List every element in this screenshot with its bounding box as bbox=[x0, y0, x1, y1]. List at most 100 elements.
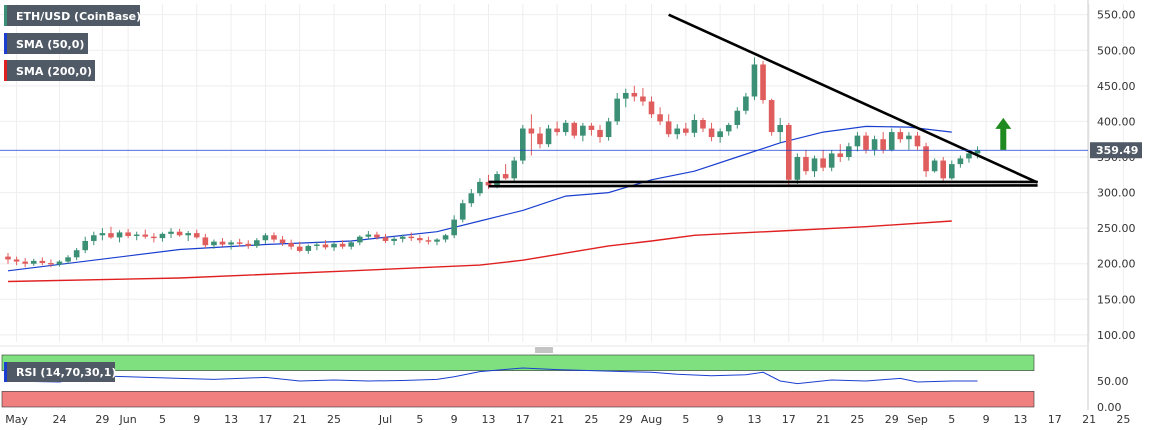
x-tick-label: May bbox=[5, 413, 28, 426]
candle bbox=[168, 228, 174, 239]
candle-body bbox=[382, 237, 389, 241]
candle-body bbox=[296, 246, 303, 251]
candle-body bbox=[554, 128, 560, 133]
candle-body bbox=[665, 121, 672, 135]
candle-body bbox=[442, 235, 449, 240]
candle bbox=[691, 114, 698, 138]
legend-sma50-label: SMA (50,0) bbox=[16, 38, 84, 51]
candle bbox=[176, 228, 183, 237]
candle bbox=[133, 231, 140, 241]
candle-body bbox=[322, 244, 329, 248]
candle-body bbox=[73, 250, 80, 258]
candle bbox=[502, 164, 509, 180]
candle-body bbox=[923, 146, 929, 172]
x-axis: May 24 29 Jun 5 9 13 17 21 25 Jul 5 9 13 17 21 25 29 Aug 5 9… bbox=[5, 413, 1130, 426]
candle bbox=[605, 117, 612, 141]
candle bbox=[648, 96, 655, 118]
candle bbox=[871, 135, 878, 156]
legend-sma200-label: SMA (200,0) bbox=[16, 65, 92, 78]
arrow-shaft bbox=[1000, 127, 1007, 150]
x-tick-label: 5 bbox=[948, 413, 955, 426]
candle bbox=[193, 229, 200, 239]
candle bbox=[56, 260, 63, 267]
candle bbox=[271, 232, 277, 243]
candle-body bbox=[588, 125, 595, 130]
candle-body bbox=[949, 164, 955, 179]
candle bbox=[657, 107, 663, 125]
candle bbox=[554, 121, 560, 136]
candle-body bbox=[880, 139, 886, 150]
candle-body bbox=[854, 135, 861, 147]
candle bbox=[442, 233, 449, 243]
last-price-badge bbox=[1090, 142, 1142, 159]
candle-body bbox=[537, 133, 543, 145]
legend-rsi[interactable]: RSI (14,70,30,1) bbox=[4, 362, 116, 382]
candle-body bbox=[459, 203, 466, 220]
x-tick-label: Jul bbox=[378, 413, 392, 426]
candle bbox=[339, 240, 346, 249]
candle bbox=[597, 124, 603, 143]
x-tick-label: 29 bbox=[95, 413, 109, 426]
candle bbox=[322, 240, 329, 250]
x-tick-label: 29 bbox=[885, 413, 899, 426]
x-tick-label: 17 bbox=[782, 413, 796, 426]
y-tick-label: 450.00 bbox=[1097, 80, 1136, 93]
candle bbox=[279, 235, 286, 246]
pane-divider[interactable] bbox=[0, 345, 1088, 353]
candle-body bbox=[751, 64, 758, 97]
candle-body bbox=[151, 236, 157, 239]
y-tick-label: 400.00 bbox=[1097, 115, 1136, 128]
candle bbox=[13, 256, 20, 266]
candle bbox=[142, 229, 149, 239]
sma50-line bbox=[7, 125, 952, 272]
candle-body bbox=[279, 239, 286, 244]
candle bbox=[408, 232, 415, 241]
candle bbox=[391, 236, 397, 246]
candle-body bbox=[657, 114, 663, 122]
candle-body bbox=[468, 193, 475, 204]
legend-sma50[interactable]: SMA (50,0) bbox=[4, 33, 88, 54]
trendlines bbox=[488, 13, 1039, 188]
candle-body bbox=[99, 233, 106, 236]
candle bbox=[425, 236, 432, 245]
x-tick-label: 5 bbox=[682, 413, 689, 426]
candle bbox=[365, 230, 372, 240]
candle-body bbox=[133, 234, 140, 236]
pane-resize-handle[interactable] bbox=[535, 346, 553, 352]
x-tick-label: 29 bbox=[619, 413, 633, 426]
candle bbox=[30, 258, 37, 266]
candle-body bbox=[820, 158, 826, 168]
candle bbox=[794, 153, 801, 185]
candles-series bbox=[5, 57, 981, 268]
x-tick-label: 9 bbox=[983, 413, 990, 426]
x-tick-label: 13 bbox=[1013, 413, 1027, 426]
candle-body bbox=[365, 234, 372, 237]
candle bbox=[785, 122, 792, 186]
candle bbox=[914, 132, 921, 150]
candle bbox=[451, 215, 457, 239]
rsi-overbought-zone bbox=[1, 354, 1035, 371]
candle bbox=[356, 235, 363, 246]
main-axis: 100.00150.00200.00250.00300.00350.00400.… bbox=[1087, 0, 1136, 410]
candle bbox=[760, 60, 766, 104]
candle-body bbox=[863, 135, 869, 150]
signal-arrow bbox=[995, 117, 1012, 150]
candle-body bbox=[785, 124, 792, 180]
candle bbox=[477, 178, 483, 197]
x-tick-label: 13 bbox=[747, 413, 761, 426]
candle bbox=[125, 228, 131, 239]
rsi-series bbox=[7, 367, 978, 385]
candle-body bbox=[339, 243, 346, 247]
legend-instrument[interactable]: ETH/USD (CoinBase) bbox=[4, 5, 141, 26]
rsi-line bbox=[7, 367, 978, 385]
candle-body bbox=[305, 245, 312, 251]
y-tick-label: 250.00 bbox=[1097, 222, 1136, 235]
candle bbox=[828, 149, 835, 172]
legend-sma200[interactable]: SMA (200,0) bbox=[4, 60, 95, 81]
candle-body bbox=[185, 233, 191, 236]
candle-body bbox=[271, 235, 277, 240]
arrow-head bbox=[995, 117, 1012, 129]
candle bbox=[725, 122, 732, 136]
candle-body bbox=[219, 241, 226, 245]
